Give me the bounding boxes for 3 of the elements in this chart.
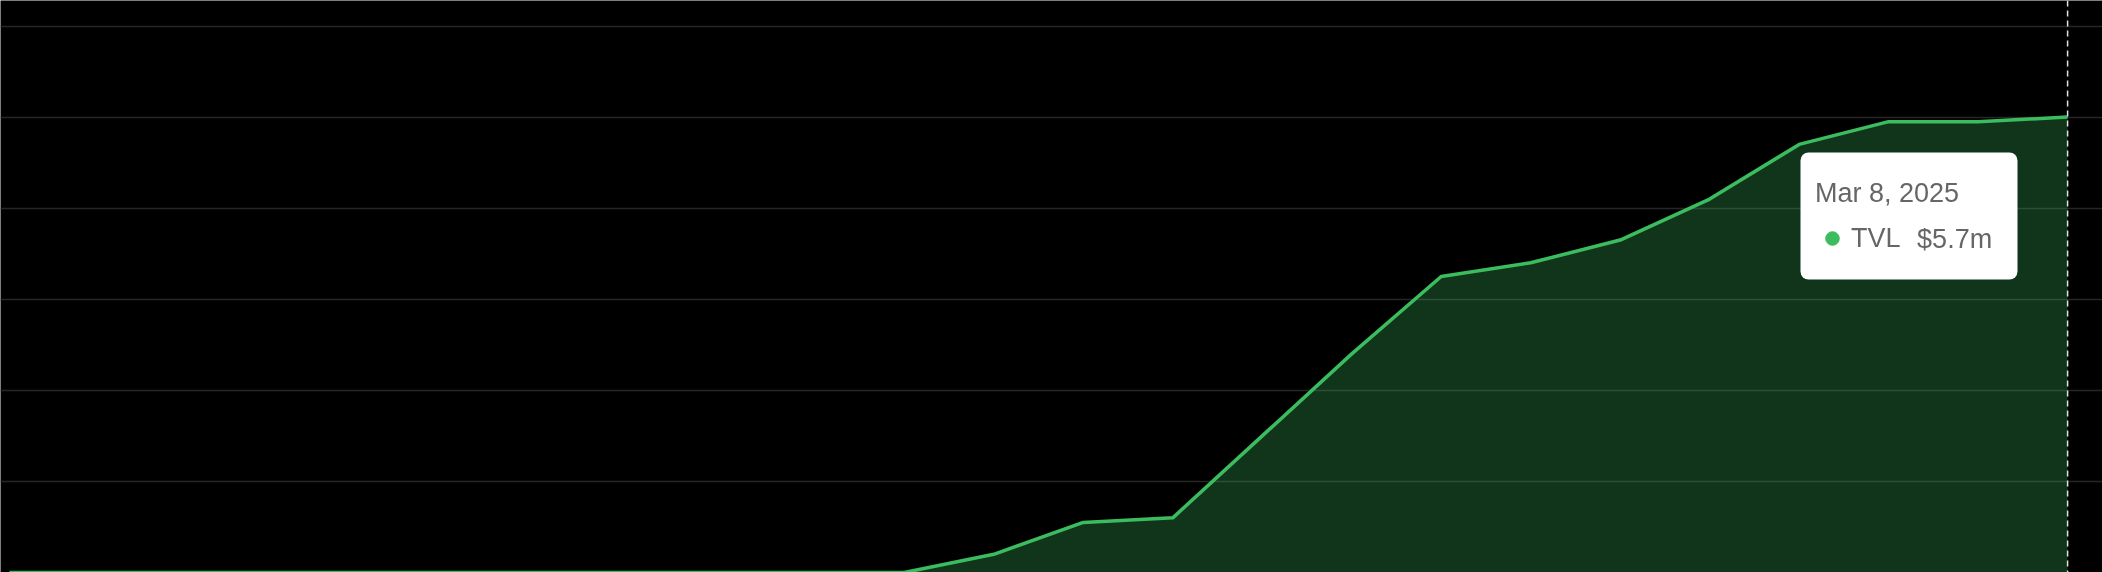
legend-label: TVL <box>1851 222 1901 254</box>
legend-title: Mar 8, 2025 <box>1815 178 1960 209</box>
annotation: $5.7m <box>1917 223 1993 254</box>
